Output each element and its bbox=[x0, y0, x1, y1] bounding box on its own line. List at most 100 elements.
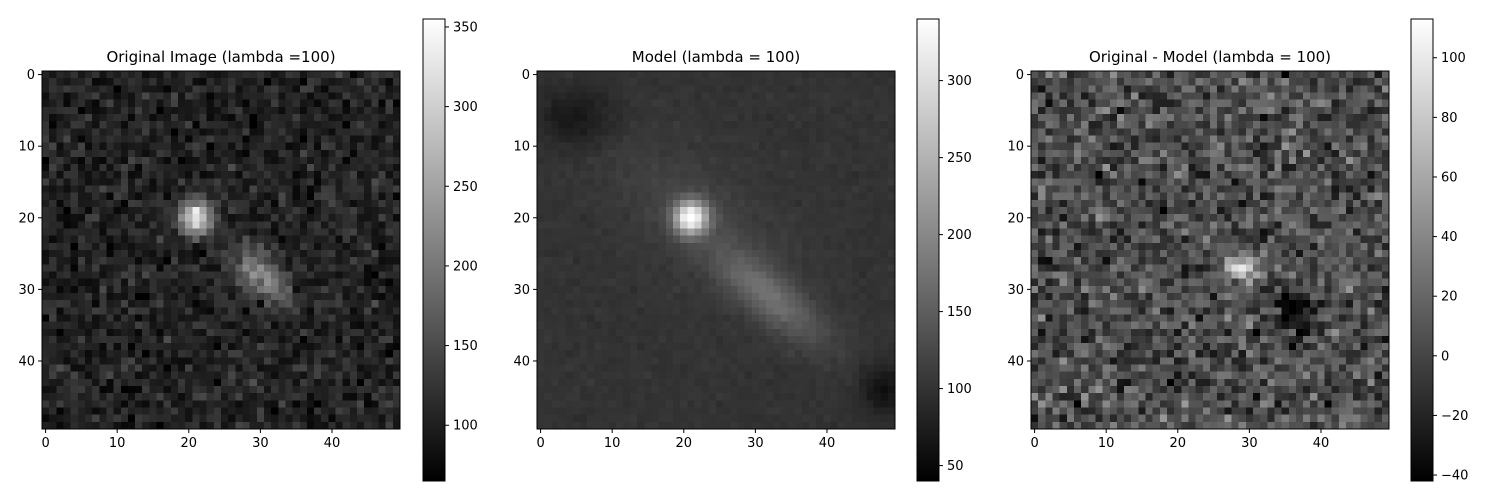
pixel bbox=[622, 242, 631, 251]
pixel bbox=[335, 235, 344, 244]
pixel bbox=[135, 314, 143, 322]
pixel bbox=[192, 314, 200, 322]
pixel bbox=[249, 121, 258, 129]
pixel bbox=[127, 135, 136, 143]
pixel bbox=[49, 207, 57, 215]
pixel bbox=[120, 421, 129, 430]
pixel bbox=[349, 285, 358, 294]
colorbar-tick-label: 150 bbox=[453, 339, 478, 354]
pixel bbox=[113, 300, 122, 308]
pixel bbox=[708, 414, 717, 423]
pixel bbox=[844, 128, 853, 136]
pixel bbox=[192, 328, 200, 337]
pixel bbox=[830, 178, 839, 186]
pixel bbox=[142, 292, 150, 301]
pixel bbox=[342, 386, 351, 394]
pixel bbox=[780, 364, 788, 373]
pixel bbox=[859, 414, 867, 423]
pixel bbox=[364, 328, 372, 337]
pixel bbox=[544, 128, 552, 136]
pixel bbox=[701, 364, 710, 373]
pixel bbox=[120, 192, 129, 201]
pixel bbox=[830, 228, 839, 237]
pixel bbox=[680, 371, 688, 380]
pixel bbox=[673, 242, 681, 251]
pixel bbox=[378, 335, 387, 344]
pixel bbox=[314, 407, 322, 416]
pixel bbox=[364, 235, 372, 244]
pixel bbox=[737, 242, 745, 251]
pixel bbox=[271, 278, 279, 287]
pixel bbox=[615, 414, 624, 423]
pixel bbox=[342, 214, 351, 222]
pixel bbox=[192, 135, 200, 143]
pixel bbox=[859, 343, 867, 351]
pixel bbox=[794, 292, 803, 301]
pixel bbox=[809, 192, 817, 201]
pixel bbox=[751, 350, 760, 358]
pixel bbox=[608, 371, 617, 380]
pixel bbox=[859, 350, 867, 358]
pixel bbox=[321, 164, 329, 172]
pixel bbox=[149, 156, 157, 165]
pixel bbox=[113, 407, 122, 416]
pixel bbox=[887, 357, 896, 365]
pixel bbox=[335, 400, 344, 408]
pixel bbox=[816, 192, 824, 201]
pixel bbox=[544, 386, 552, 394]
pixel bbox=[558, 92, 566, 100]
pixel bbox=[651, 135, 660, 143]
pixel bbox=[837, 300, 846, 308]
pixel bbox=[371, 99, 379, 108]
pixel bbox=[644, 335, 652, 344]
pixel bbox=[644, 71, 652, 79]
pixel bbox=[256, 343, 265, 351]
pixel bbox=[787, 285, 796, 294]
pixel bbox=[228, 113, 236, 122]
pixel bbox=[306, 99, 315, 108]
pixel bbox=[156, 292, 165, 301]
pixel bbox=[551, 78, 559, 86]
pixel bbox=[63, 135, 71, 143]
pixel bbox=[314, 228, 322, 237]
pixel bbox=[328, 257, 336, 265]
pixel bbox=[185, 128, 193, 136]
pixel bbox=[385, 364, 394, 373]
pixel bbox=[285, 99, 293, 108]
pixel bbox=[730, 156, 738, 165]
pixel bbox=[565, 264, 574, 272]
pixel bbox=[328, 314, 336, 322]
pixel bbox=[723, 85, 731, 93]
pixel bbox=[256, 264, 265, 272]
pixel bbox=[278, 321, 286, 330]
pixel bbox=[142, 192, 150, 201]
pixel bbox=[801, 128, 810, 136]
pixel bbox=[601, 142, 609, 151]
y-tick-label: 30 bbox=[18, 283, 35, 298]
pixel bbox=[120, 135, 129, 143]
pixel bbox=[665, 156, 674, 165]
pixel bbox=[199, 221, 208, 229]
pixel bbox=[142, 185, 150, 194]
pixel bbox=[70, 421, 79, 430]
pixel bbox=[378, 343, 387, 351]
pixel bbox=[228, 393, 236, 401]
pixel bbox=[192, 364, 200, 373]
pixel bbox=[544, 307, 552, 315]
pixel bbox=[321, 264, 329, 272]
pixel bbox=[63, 350, 71, 358]
pixel bbox=[135, 135, 143, 143]
pixel bbox=[859, 335, 867, 344]
pixel bbox=[537, 199, 545, 208]
pixel bbox=[744, 300, 753, 308]
pixel bbox=[594, 393, 602, 401]
pixel bbox=[371, 400, 379, 408]
pixel bbox=[823, 149, 831, 158]
pixel bbox=[594, 271, 602, 279]
pixel bbox=[127, 106, 136, 115]
pixel bbox=[99, 364, 107, 373]
pixel bbox=[572, 357, 581, 365]
pixel bbox=[680, 378, 688, 387]
pixel bbox=[84, 321, 93, 330]
pixel bbox=[601, 228, 609, 237]
